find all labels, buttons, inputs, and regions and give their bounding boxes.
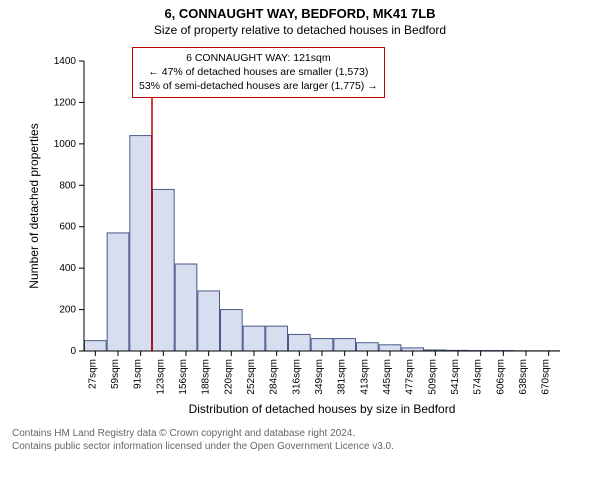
svg-text:349sqm: 349sqm	[314, 359, 325, 395]
svg-text:1400: 1400	[54, 56, 77, 67]
bar	[175, 264, 197, 351]
info-box-line1: 6 CONNAUGHT WAY: 121sqm	[139, 51, 378, 65]
svg-text:156sqm: 156sqm	[178, 359, 189, 395]
bar	[130, 136, 152, 351]
svg-text:284sqm: 284sqm	[269, 359, 280, 395]
svg-text:1000: 1000	[54, 139, 77, 150]
svg-text:1200: 1200	[54, 97, 77, 108]
footer: Contains HM Land Registry data © Crown c…	[12, 427, 600, 453]
svg-text:400: 400	[59, 263, 76, 274]
svg-text:606sqm: 606sqm	[495, 359, 506, 395]
bar	[289, 334, 311, 351]
svg-text:600: 600	[59, 222, 76, 233]
bar	[221, 310, 243, 351]
svg-text:381sqm: 381sqm	[337, 359, 348, 395]
page-title-line2: Size of property relative to detached ho…	[0, 23, 600, 37]
svg-text:200: 200	[59, 305, 76, 316]
svg-text:574sqm: 574sqm	[473, 359, 484, 395]
svg-text:670sqm: 670sqm	[541, 359, 552, 395]
info-box: 6 CONNAUGHT WAY: 121sqm ← 47% of detache…	[132, 47, 385, 98]
svg-text:27sqm: 27sqm	[87, 359, 98, 389]
svg-text:0: 0	[70, 346, 76, 357]
svg-text:638sqm: 638sqm	[518, 359, 529, 395]
bar	[266, 326, 288, 351]
footer-line1: Contains HM Land Registry data © Crown c…	[12, 427, 600, 440]
bar	[85, 341, 107, 351]
bar	[153, 189, 175, 351]
footer-line2: Contains public sector information licen…	[12, 440, 600, 453]
histogram-chart: 0 200 400 600 800 1000 1200 1400 27sqm 59sqm 91sqm…	[20, 41, 580, 421]
svg-text:59sqm: 59sqm	[110, 359, 121, 389]
chart-container: 0 200 400 600 800 1000 1200 1400 27sqm 59sqm 91sqm…	[20, 41, 580, 421]
svg-text:800: 800	[59, 180, 76, 191]
svg-text:477sqm: 477sqm	[405, 359, 416, 395]
svg-text:91sqm: 91sqm	[133, 359, 144, 389]
svg-text:188sqm: 188sqm	[201, 359, 212, 395]
y-axis-label: Number of detached properties	[27, 123, 41, 288]
bar	[243, 326, 265, 351]
svg-text:252sqm: 252sqm	[246, 359, 257, 395]
svg-text:509sqm: 509sqm	[427, 359, 438, 395]
bar	[357, 343, 379, 351]
svg-text:220sqm: 220sqm	[223, 359, 234, 395]
info-box-line3: 53% of semi-detached houses are larger (…	[139, 79, 378, 93]
svg-text:445sqm: 445sqm	[382, 359, 393, 395]
bar	[107, 233, 129, 351]
bar	[311, 339, 333, 351]
bar	[198, 291, 220, 351]
x-axis-label: Distribution of detached houses by size …	[189, 402, 456, 416]
svg-text:123sqm: 123sqm	[155, 359, 166, 395]
svg-text:541sqm: 541sqm	[450, 359, 461, 395]
bar	[334, 339, 356, 351]
svg-text:413sqm: 413sqm	[359, 359, 370, 395]
info-box-line2: ← 47% of detached houses are smaller (1,…	[139, 65, 378, 79]
svg-text:316sqm: 316sqm	[291, 359, 302, 395]
page-title-line1: 6, CONNAUGHT WAY, BEDFORD, MK41 7LB	[0, 6, 600, 21]
bar	[379, 345, 401, 351]
